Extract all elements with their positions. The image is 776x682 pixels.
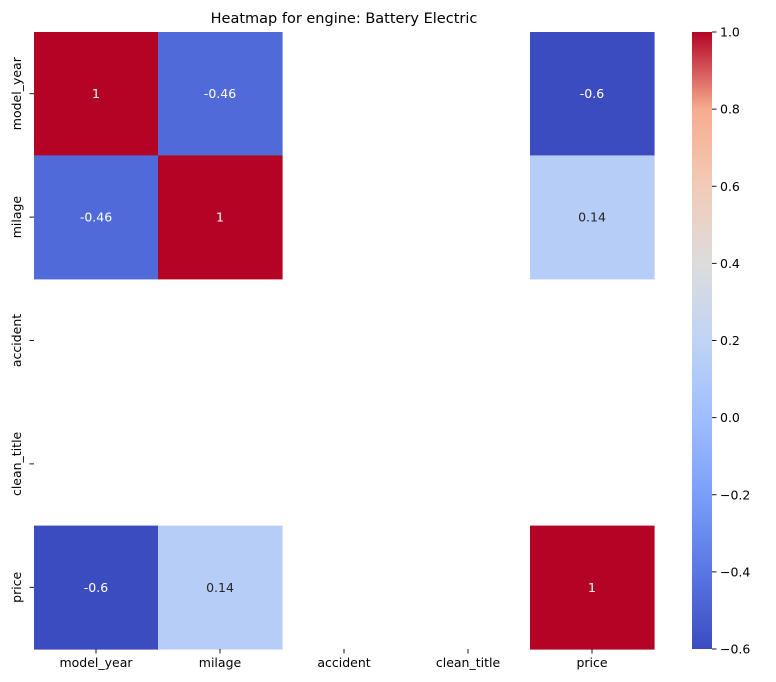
heatmap-cell (158, 525, 283, 650)
cell-annotation: 0.14 (206, 580, 234, 595)
heatmap-cell (530, 525, 655, 650)
x-tick-label: milage (199, 655, 242, 670)
heatmap-cell (34, 525, 159, 650)
colorbar-tick-label: 0.8 (720, 102, 740, 117)
heatmap-cells (34, 32, 655, 650)
colorbar-tick-label: 0.4 (720, 256, 740, 271)
y-tick-label: price (9, 571, 24, 602)
x-tick-label: accident (317, 655, 370, 670)
colorbar-tick-label: 1.0 (720, 25, 740, 40)
cell-annotation: -0.6 (84, 580, 108, 595)
colorbar-tick-label: 0.6 (720, 179, 740, 194)
y-tick-label: clean_title (9, 431, 24, 496)
y-tick-label: accident (9, 314, 24, 367)
colorbar-tick-label: −0.2 (720, 487, 750, 502)
colorbar-tick-label: 0.0 (720, 410, 740, 425)
x-tick-label: price (576, 655, 607, 670)
cell-annotation: 1 (588, 580, 596, 595)
heatmap-cell (530, 32, 655, 156)
cell-annotation: 1 (92, 86, 100, 101)
colorbar: −0.6 −0.4 −0.2 0.0 0.2 0.4 0.6 0.8 1.0 (692, 25, 750, 657)
heatmap-cell (530, 155, 655, 280)
cell-annotation: 1 (216, 210, 224, 225)
x-tick-label: clean_title (436, 655, 501, 670)
heatmap-cell (158, 155, 283, 280)
colorbar-tick-label: 0.2 (720, 333, 740, 348)
colorbar-tick-label: −0.6 (720, 642, 750, 657)
heatmap-cell (34, 32, 159, 156)
chart-title: Heatmap for engine: Battery Electric (211, 11, 478, 27)
heatmap-cell (34, 155, 159, 280)
cell-annotation: -0.46 (80, 210, 112, 225)
cell-annotation: -0.6 (580, 86, 604, 101)
cell-annotation: 0.14 (578, 210, 606, 225)
y-tick-label: milage (9, 196, 24, 239)
colorbar-gradient (692, 32, 712, 649)
cell-annotation: -0.46 (204, 86, 236, 101)
colorbar-tick-label: −0.4 (720, 564, 750, 579)
x-tick-label: model_year (59, 655, 133, 670)
cell-annotations: 1 -0.46 -0.6 -0.46 1 0.14 -0.6 0.14 1 (80, 86, 606, 595)
x-axis: model_year milage accident clean_title price (59, 649, 608, 670)
heatmap-cell (158, 32, 283, 156)
y-tick-label: model_year (9, 56, 24, 130)
